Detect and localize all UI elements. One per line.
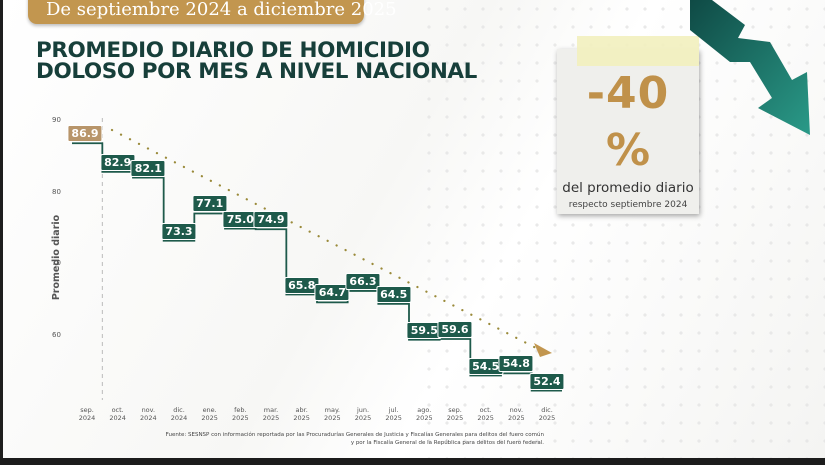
x-tick-month: ago. xyxy=(417,406,432,414)
page-title: PROMEDIO DIARIO DE HOMICIDIO DOLOSO POR … xyxy=(36,38,477,84)
window-edge xyxy=(0,0,3,458)
y-tick-label: 90 xyxy=(52,116,61,124)
x-tick-label: oct. 2024 xyxy=(103,406,133,422)
value-label: 77.1 xyxy=(192,195,228,213)
x-tick-month: nov. xyxy=(141,406,156,414)
x-tick-month: sep. xyxy=(80,406,94,414)
x-tick-month: sep. xyxy=(448,406,462,414)
bottom-bar xyxy=(0,458,825,465)
value-label: 86.9 xyxy=(67,125,103,143)
x-tick-label: feb. 2025 xyxy=(225,406,255,422)
trend-down-arrow-icon xyxy=(690,0,810,135)
x-tick-month: nov. xyxy=(509,406,524,414)
x-tick-month: abr. xyxy=(295,406,308,414)
trend-arrowhead-icon xyxy=(534,343,552,357)
value-label: 73.3 xyxy=(161,222,197,240)
value-label: 75.0 xyxy=(222,210,258,228)
x-tick-label: jul. 2025 xyxy=(379,406,409,422)
x-tick-year: 2025 xyxy=(293,414,310,422)
x-tick-label: oct. 2025 xyxy=(471,406,501,422)
x-tick-year: 2025 xyxy=(538,414,556,422)
value-label: 74.9 xyxy=(253,211,289,229)
x-tick-label: nov. 2025 xyxy=(501,406,531,422)
x-tick-year: 2025 xyxy=(324,414,341,422)
x-tick-label: sep. 2024 xyxy=(72,406,102,422)
x-tick-year: 2025 xyxy=(232,414,249,422)
x-tick-month: dic. xyxy=(541,406,553,414)
source-line-1: Fuente: SESNSP con información reportada… xyxy=(165,432,544,438)
x-tick-label: ene. 2025 xyxy=(195,406,225,422)
y-tick-label: 80 xyxy=(52,187,61,196)
value-label: 54.5 xyxy=(468,357,504,375)
x-tick-label: ago. 2025 xyxy=(409,406,439,422)
x-tick-month: dic. xyxy=(173,406,185,414)
x-tick-month: oct. xyxy=(479,406,492,414)
callout-caption: del promedio diario xyxy=(562,180,694,196)
x-tick-year: 2025 xyxy=(508,414,525,422)
x-tick-month: mar. xyxy=(263,406,279,414)
value-label: 64.7 xyxy=(314,284,350,302)
x-tick-year: 2025 xyxy=(477,414,494,422)
x-tick-year: 2024 xyxy=(170,414,188,422)
source-note: Fuente: SESNSP con información reportada… xyxy=(166,431,544,447)
x-tick-year: 2025 xyxy=(385,414,402,422)
x-tick-year: 2025 xyxy=(201,414,218,422)
x-tick-label: nov. 2024 xyxy=(133,406,163,422)
date-range-text: De septiembre 2024 a diciembre 2025 xyxy=(46,0,397,20)
x-tick-label: mar. 2025 xyxy=(256,406,286,422)
x-tick-label: dic. 2024 xyxy=(164,406,194,422)
title-line-1: PROMEDIO DIARIO DE HOMICIDIO xyxy=(36,38,430,63)
x-tick-year: 2024 xyxy=(140,414,157,422)
x-tick-month: jul. xyxy=(388,406,399,414)
step-series-line xyxy=(72,142,562,392)
value-label: 82.1 xyxy=(130,159,166,177)
x-tick-month: feb. xyxy=(234,406,247,414)
x-tick-label: abr. 2025 xyxy=(287,406,317,422)
value-label: 52.4 xyxy=(529,372,565,390)
trend-dotted-line xyxy=(110,128,540,351)
x-tick-label: sep. 2025 xyxy=(440,406,470,422)
x-tick-year: 2025 xyxy=(262,414,280,422)
x-tick-month: oct. xyxy=(111,406,124,414)
x-tick-year: 2025 xyxy=(446,414,464,422)
y-axis-label: Promedio diario xyxy=(51,214,63,301)
value-label: 66.3 xyxy=(345,272,381,290)
callout-subcaption: respecto septiembre 2024 xyxy=(568,200,688,210)
y-tick-label: 70 xyxy=(52,259,61,268)
y-tick-label: 60 xyxy=(52,331,61,340)
value-label: 64.5 xyxy=(376,285,412,303)
x-tick-year: 2024 xyxy=(109,414,126,422)
x-tick-year: 2025 xyxy=(354,414,372,422)
title-line-2: DOLOSO POR MES A NIVEL NACIONAL xyxy=(36,59,477,84)
x-tick-year: 2024 xyxy=(78,414,96,422)
date-range-badge: De septiembre 2024 a diciembre 2025 xyxy=(28,0,397,24)
x-tick-label: may. 2025 xyxy=(317,406,347,422)
value-label: 54.8 xyxy=(498,355,534,373)
x-tick-label: jun. 2025 xyxy=(348,406,378,422)
source-line-2: y por la Fiscalía General de la Repúblic… xyxy=(350,440,544,446)
tape-decoration xyxy=(577,36,699,66)
x-tick-month: ene. xyxy=(202,406,217,414)
x-tick-month: jun. xyxy=(356,406,370,414)
x-tick-month: may. xyxy=(324,406,340,414)
callout-value: -40 xyxy=(586,68,670,119)
callout-note xyxy=(557,49,699,214)
value-label: 82.9 xyxy=(100,153,136,171)
value-label: 59.6 xyxy=(437,320,473,338)
x-tick-label: dic. 2025 xyxy=(532,406,562,422)
callout-unit: % xyxy=(605,125,651,176)
x-tick-year: 2025 xyxy=(416,414,433,422)
